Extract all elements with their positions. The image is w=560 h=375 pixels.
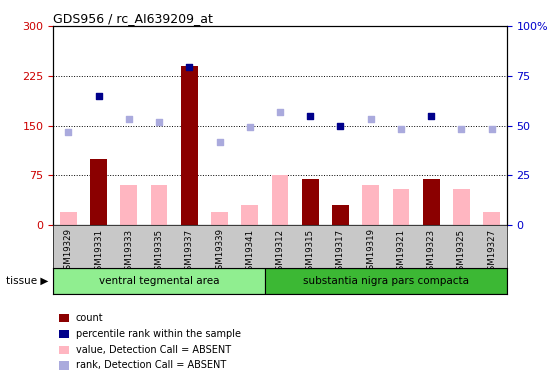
Bar [181, 66, 198, 225]
Text: GSM19329: GSM19329 [64, 228, 73, 276]
Point [245, 124, 254, 130]
Bar [265, 268, 507, 294]
Bar [211, 212, 228, 225]
Point [215, 139, 224, 145]
Text: GSM19337: GSM19337 [185, 228, 194, 276]
Bar [393, 189, 409, 225]
Point [487, 126, 496, 132]
Bar [362, 185, 379, 225]
Text: GSM19325: GSM19325 [457, 228, 466, 276]
Text: GSM19333: GSM19333 [124, 228, 133, 276]
Text: GSM19339: GSM19339 [215, 228, 224, 276]
Point [155, 119, 164, 125]
Point [427, 112, 436, 118]
Point [306, 112, 315, 118]
Text: GSM19319: GSM19319 [366, 228, 375, 276]
Text: GSM19312: GSM19312 [276, 228, 284, 276]
Text: tissue ▶: tissue ▶ [6, 276, 48, 286]
Point [276, 110, 284, 116]
Text: GSM19341: GSM19341 [245, 228, 254, 276]
Bar [483, 212, 500, 225]
Bar [453, 189, 470, 225]
Bar [120, 185, 137, 225]
Point [396, 126, 405, 132]
Point [366, 116, 375, 122]
Bar [151, 185, 167, 225]
Bar [302, 178, 319, 225]
Text: percentile rank within the sample: percentile rank within the sample [76, 329, 241, 339]
Text: GSM19315: GSM19315 [306, 228, 315, 276]
Point [185, 64, 194, 70]
Bar [241, 205, 258, 225]
Text: GSM19317: GSM19317 [336, 228, 345, 276]
Text: ventral tegmental area: ventral tegmental area [99, 276, 220, 286]
Text: GSM19331: GSM19331 [94, 228, 103, 276]
Text: substantia nigra pars compacta: substantia nigra pars compacta [303, 276, 469, 286]
Text: value, Detection Call = ABSENT: value, Detection Call = ABSENT [76, 345, 231, 355]
Text: GSM19323: GSM19323 [427, 228, 436, 276]
Text: GSM19327: GSM19327 [487, 228, 496, 276]
Bar [90, 159, 107, 225]
Bar [60, 212, 77, 225]
Bar [332, 205, 349, 225]
Point [94, 93, 103, 99]
Point [124, 116, 133, 122]
Point [64, 129, 73, 135]
Bar [272, 176, 288, 225]
Text: GDS956 / rc_AI639209_at: GDS956 / rc_AI639209_at [53, 12, 213, 25]
Bar [53, 268, 265, 294]
Point [457, 126, 466, 132]
Bar [423, 178, 440, 225]
Text: GSM19335: GSM19335 [155, 228, 164, 276]
Text: GSM19321: GSM19321 [396, 228, 405, 276]
Text: rank, Detection Call = ABSENT: rank, Detection Call = ABSENT [76, 360, 226, 370]
Point [336, 123, 345, 129]
Text: count: count [76, 313, 103, 323]
